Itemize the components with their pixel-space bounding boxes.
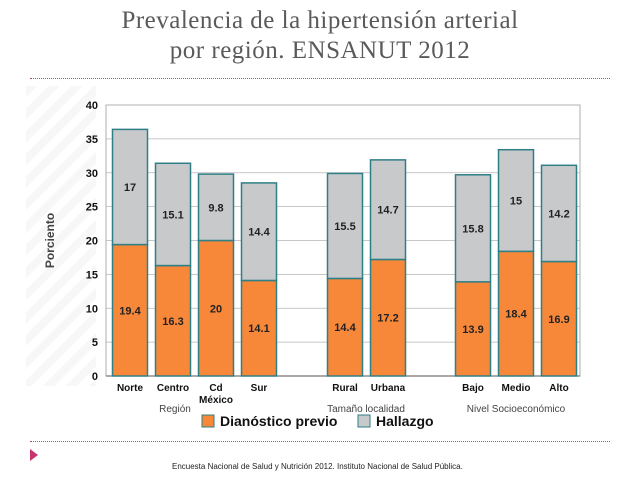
bar-hallazgo xyxy=(497,148,535,253)
y-tick-label: 15 xyxy=(86,269,98,281)
source-note: Encuesta Nacional de Salud y Nutrición 2… xyxy=(172,462,463,471)
data-label-diagnostico-previo: 14.1 xyxy=(248,323,269,335)
bar-hallazgo xyxy=(154,162,192,267)
bar-diagnostico-previo xyxy=(240,279,278,377)
footer-divider xyxy=(30,441,610,442)
group-label: Nivel Socioeconómico xyxy=(467,404,566,415)
x-tick-label: Alto xyxy=(549,383,568,394)
x-tick-label: Rural xyxy=(332,383,358,394)
slide-title-line2: por región. ENSANUT 2012 xyxy=(169,37,471,64)
slide-title-line1: Prevalencia de la hipertensión arterial xyxy=(121,7,519,34)
x-tick-label: Bajo xyxy=(462,383,484,394)
bar-hallazgo xyxy=(369,159,407,261)
bar-hallazgo xyxy=(197,173,235,242)
data-label-diagnostico-previo: 16.9 xyxy=(548,314,569,326)
x-tick-label: Sur xyxy=(251,383,268,394)
legend-swatch-hallazgo xyxy=(357,414,371,428)
decorative-pattern xyxy=(26,86,96,386)
data-label-diagnostico-previo: 14.4 xyxy=(334,322,356,334)
y-tick-label: 20 xyxy=(86,236,98,248)
stacked-bar-chart: 0 5 10 15 20 25 30 35 40 Porciento 19.4 17 Norte 16.3… xyxy=(43,100,581,429)
bar-hallazgo xyxy=(454,174,492,283)
data-label-diagnostico-previo: 19.4 xyxy=(119,305,141,317)
data-label-hallazgo: 14.4 xyxy=(248,227,270,239)
y-tick-label: 5 xyxy=(92,337,98,349)
data-label-diagnostico-previo: 13.9 xyxy=(462,324,483,336)
legend-label-hallazgo: Hallazgo xyxy=(376,413,434,429)
data-label-hallazgo: 15.8 xyxy=(462,223,483,235)
legend-label-diagnostico-previo: Dianóstico previo xyxy=(220,413,337,429)
bar-diagnostico-previo xyxy=(369,258,407,377)
slide-title: Prevalencia de la hipertensión arterial … xyxy=(20,6,620,66)
bar-diagnostico-previo xyxy=(454,281,492,377)
x-tick-label: Norte xyxy=(117,383,144,394)
chart-container: 0 5 10 15 20 25 30 35 40 Porciento 19.4 17 Norte 16.3… xyxy=(40,88,600,433)
x-tick-label: Cd xyxy=(209,383,222,394)
y-tick-label: 35 xyxy=(86,134,98,146)
data-label-diagnostico-previo: 20 xyxy=(210,303,222,315)
bar-diagnostico-previo xyxy=(540,260,578,377)
title-divider xyxy=(30,78,610,79)
data-label-diagnostico-previo: 17.2 xyxy=(377,313,398,325)
bullet-icon xyxy=(30,449,38,461)
group-label: Región xyxy=(159,404,191,415)
y-tick-label: 10 xyxy=(86,303,98,315)
bar-hallazgo xyxy=(111,128,149,246)
x-tick-label: Urbana xyxy=(371,383,406,394)
y-tick-label: 25 xyxy=(86,202,98,214)
data-label-hallazgo: 14.2 xyxy=(548,208,569,220)
legend-swatch-diagnostico-previo xyxy=(201,414,215,428)
data-label-hallazgo: 15.1 xyxy=(162,209,183,221)
y-tick-label: 40 xyxy=(86,100,98,112)
bar-hallazgo xyxy=(240,182,278,282)
group-label: Tamaño localidad xyxy=(327,404,405,415)
data-label-diagnostico-previo: 18.4 xyxy=(505,309,527,321)
y-tick-label: 30 xyxy=(86,168,98,180)
x-tick-label: México xyxy=(199,395,233,406)
data-label-hallazgo: 17 xyxy=(124,182,136,194)
bar-diagnostico-previo xyxy=(197,239,235,377)
data-label-hallazgo: 15.5 xyxy=(334,221,355,233)
data-label-hallazgo: 14.7 xyxy=(377,205,398,217)
bar-diagnostico-previo xyxy=(326,277,364,377)
y-tick-label: 0 xyxy=(92,371,98,383)
data-label-hallazgo: 15 xyxy=(510,196,522,208)
x-tick-label: Centro xyxy=(157,383,189,394)
bar-hallazgo xyxy=(326,172,364,280)
bar-diagnostico-previo xyxy=(497,250,535,377)
data-label-hallazgo: 9.8 xyxy=(208,202,223,214)
x-tick-label: Medio xyxy=(502,383,531,394)
data-label-diagnostico-previo: 16.3 xyxy=(162,316,183,328)
bar-hallazgo xyxy=(540,164,578,263)
y-axis-label: Porciento xyxy=(43,213,57,268)
